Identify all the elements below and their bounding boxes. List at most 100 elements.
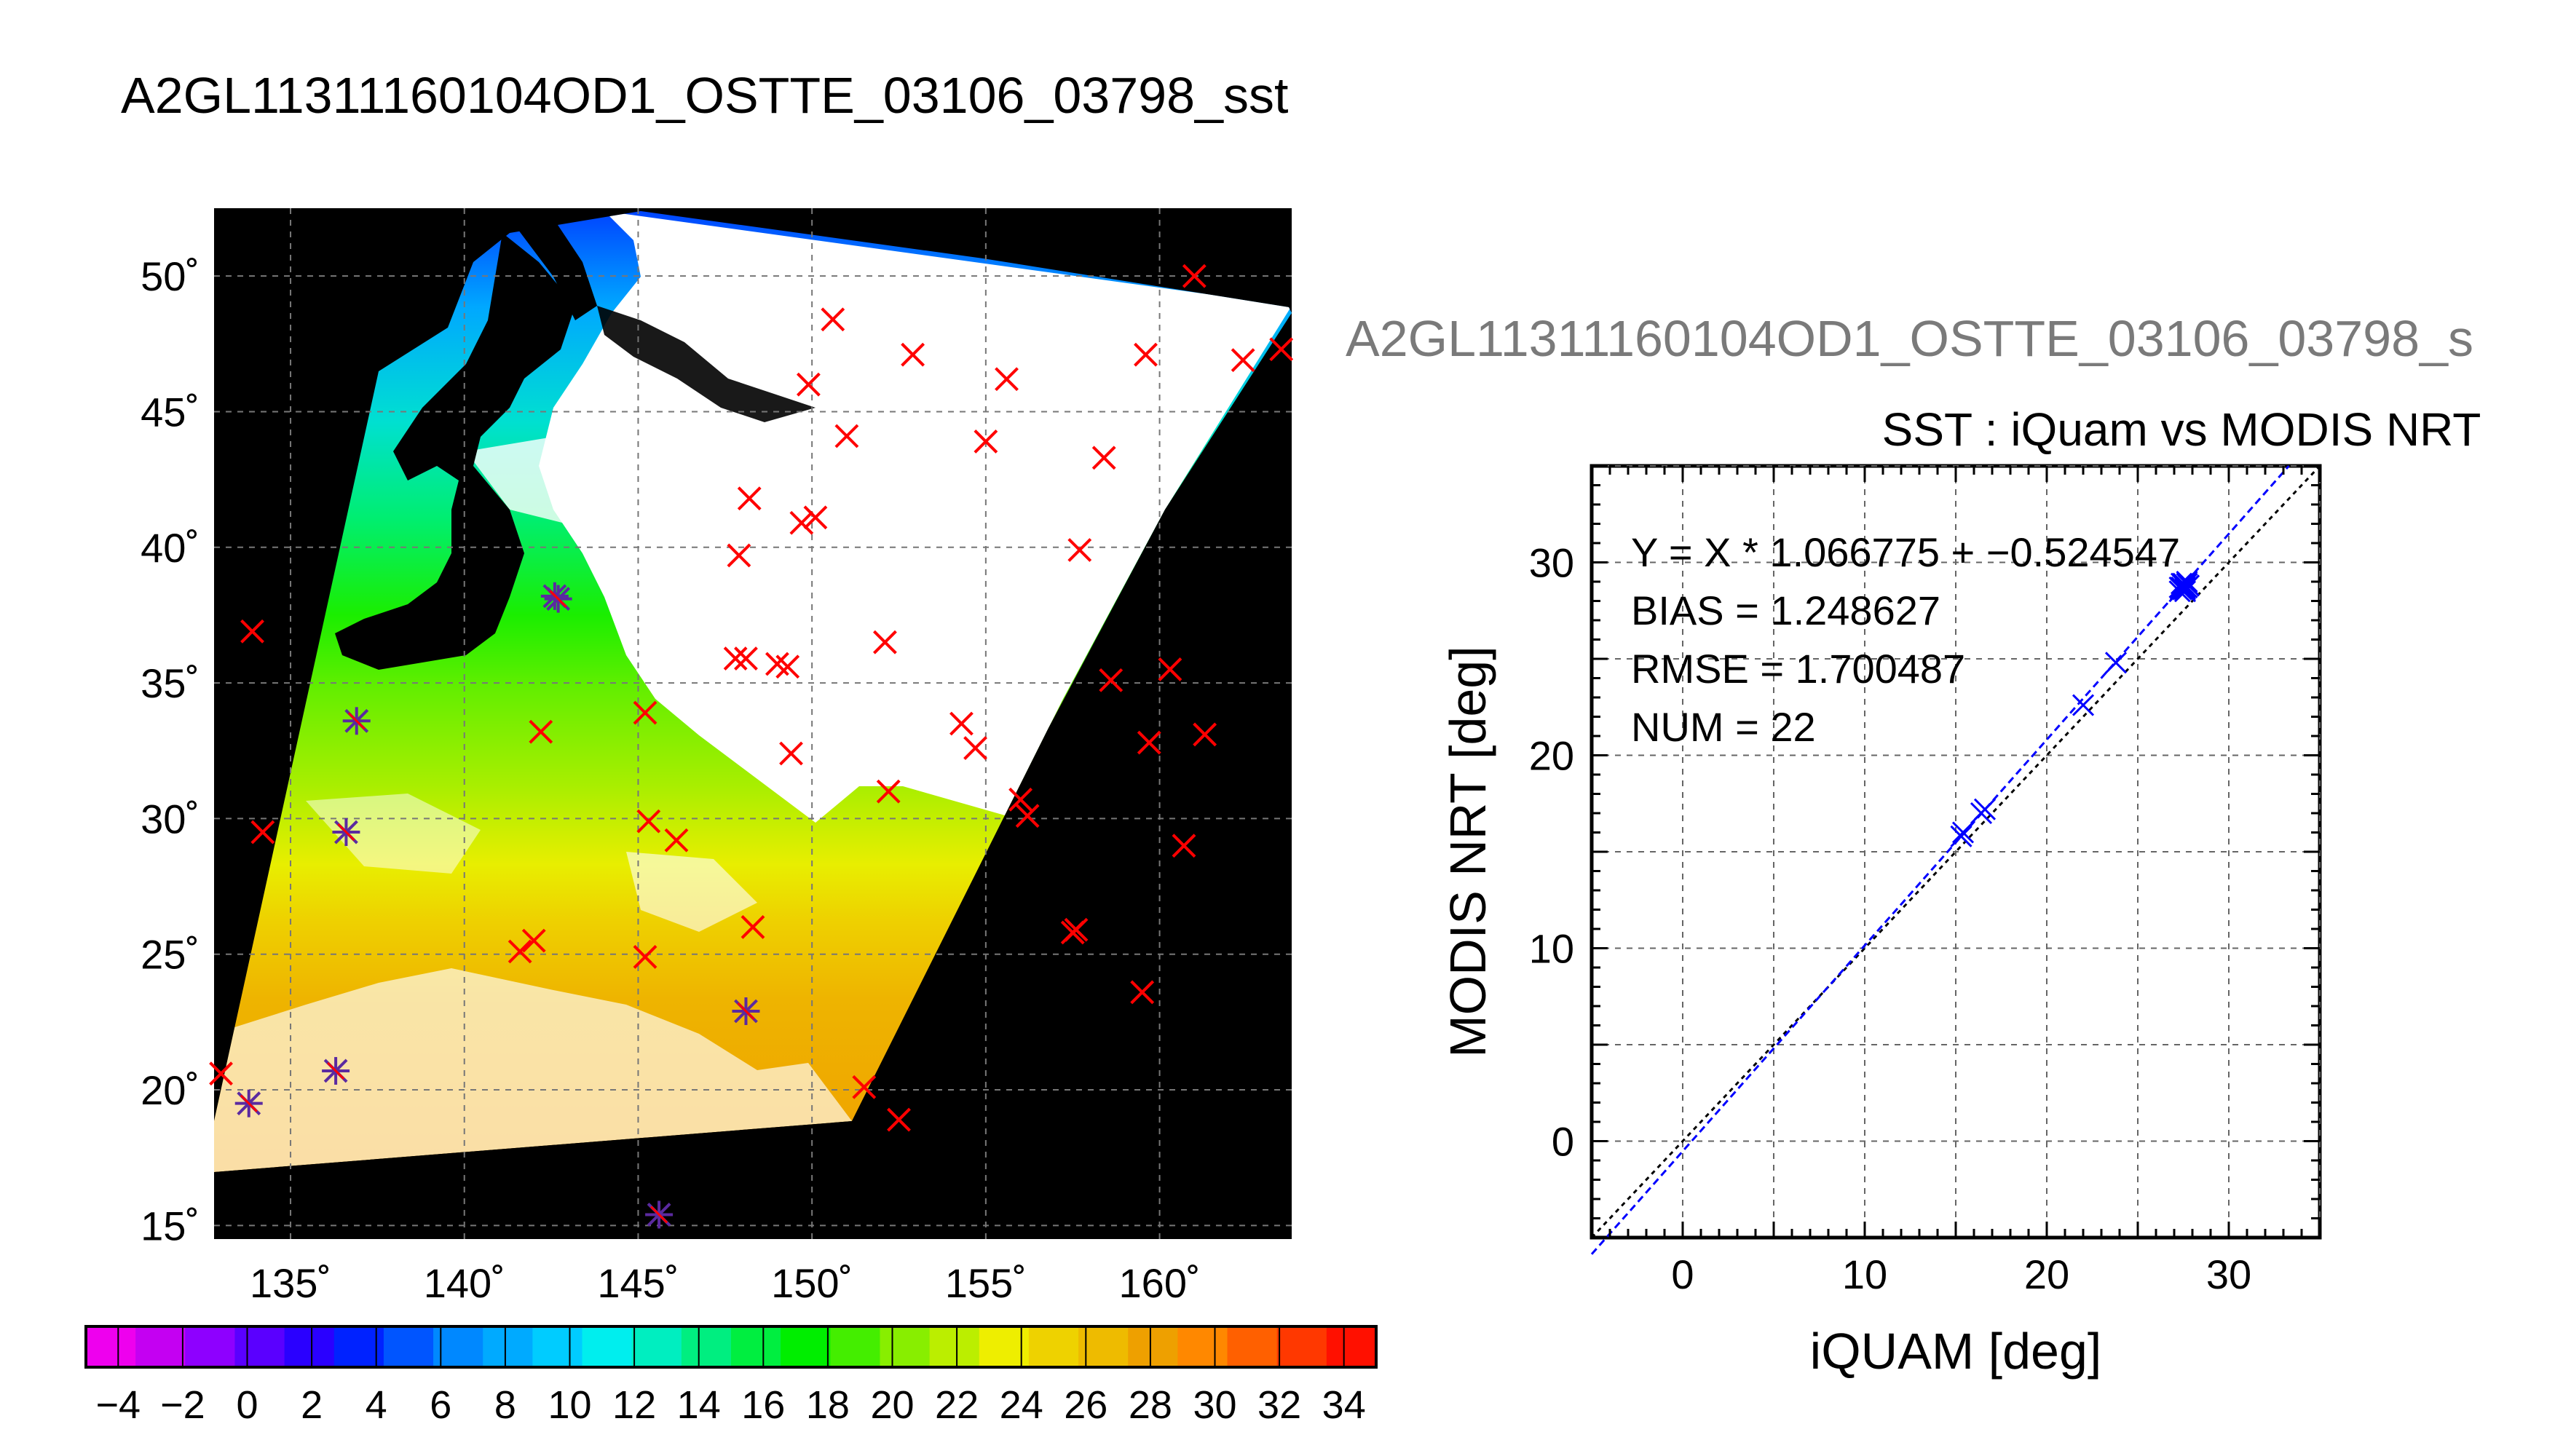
map-match-marker [887, 1107, 911, 1132]
colorbar-swatch [781, 1326, 832, 1367]
cloud-mask [214, 211, 1292, 1172]
colorbar-swatch [731, 1326, 782, 1367]
map-match-marker [1269, 337, 1294, 362]
colorbar-tick-label: 4 [366, 1383, 387, 1427]
colorbar-tick-label: 14 [677, 1383, 721, 1427]
scatter-stats-equation: Y = X * 1.066775 + −0.524547 [1631, 529, 2180, 575]
colorbar-swatch [631, 1326, 682, 1367]
scatter-tick-labels: 0 10 20 30 0 10 20 30 [1529, 464, 2321, 1297]
map-match-marker [1182, 264, 1207, 288]
colorbar-swatch [234, 1326, 285, 1367]
colorbar-swatch [532, 1326, 583, 1367]
map-y-tick-label: 15˚ [141, 1203, 200, 1249]
map-match-marker [995, 367, 1019, 392]
map-match-marker [779, 741, 803, 766]
map-match-marker [1193, 722, 1217, 747]
colorbar-tick-label: 8 [494, 1383, 516, 1427]
map-match-marker [1064, 917, 1089, 942]
colorbar-tick-label: 26 [1064, 1383, 1107, 1427]
scatter-grid [1592, 465, 2321, 1238]
scatter-point [2172, 574, 2195, 597]
map-match-marker [803, 505, 828, 530]
colorbar-tick-label: 34 [1322, 1383, 1366, 1427]
sst-map-panel: 135˚ 140˚ 145˚ 150˚ 155˚ 160˚ 15˚ 20˚ 25˚ 30˚ 35˚ 4… [84, 208, 1378, 1427]
map-match-marker [834, 424, 859, 448]
colorbar-swatch [929, 1326, 980, 1367]
colorbar-swatch [1276, 1326, 1327, 1367]
colorbar-tick-label: 6 [430, 1383, 451, 1427]
colorbar-tick-label: 12 [612, 1383, 656, 1427]
colorbar-swatch [483, 1326, 534, 1367]
map-match-marker [508, 939, 532, 964]
colorbar-tick-label: 2 [301, 1383, 323, 1427]
map-y-tick-label: 35˚ [141, 660, 200, 706]
colorbar-tick-label: 32 [1257, 1383, 1301, 1427]
scatter-stats-num: NUM = 22 [1631, 704, 1816, 750]
colorbar-swatch [681, 1326, 732, 1367]
map-match-marker [974, 430, 998, 454]
map-match-marker [1008, 787, 1033, 812]
colorbar-tick-label: −4 [96, 1383, 141, 1427]
map-match-marker [789, 510, 814, 535]
scatter-x-tick-label: 30 [2206, 1251, 2251, 1297]
scatter-x-tick-label: 20 [2024, 1251, 2069, 1297]
scatter-xlabel: iQUAM [deg] [1810, 1323, 2102, 1380]
scatter-point [2176, 576, 2198, 599]
map-grid [214, 208, 1292, 1239]
map-good-match-marker [732, 997, 760, 1025]
sst-colorbar [84, 1325, 1378, 1369]
map-good-match-marker [645, 1200, 674, 1229]
scatter-y-tick-label: 10 [1529, 926, 1574, 972]
scatter-x-tick-label: 10 [1842, 1251, 1887, 1297]
colorbar-tick-label: 10 [548, 1383, 591, 1427]
colorbar-swatch [582, 1326, 633, 1367]
scatter-y-tick-label: 0 [1552, 1119, 1574, 1165]
colorbar-tick-label: 24 [1000, 1383, 1043, 1427]
map-match-marker [529, 719, 553, 744]
map-y-tick-label: 45˚ [141, 389, 200, 435]
colorbar-tick-label: 30 [1193, 1383, 1236, 1427]
map-good-match-marker [332, 818, 360, 847]
scatter-y-tick-label: 30 [1529, 540, 1574, 586]
colorbar-swatch [1028, 1326, 1080, 1367]
map-match-marker [1158, 657, 1182, 681]
map-good-match-marker [342, 707, 371, 735]
map-match-marker [737, 486, 762, 511]
colorbar-tick-label: 16 [741, 1383, 785, 1427]
scatter-stats-rmse: RMSE = 1.700487 [1631, 646, 1965, 692]
scatter-stats-bias: BIAS = 1.248627 [1631, 587, 1940, 633]
japan-landmass [335, 233, 575, 670]
colorbar-swatch [1078, 1326, 1129, 1367]
map-match-marker [1172, 834, 1196, 858]
map-good-match-marker [234, 1089, 263, 1117]
map-y-tick-label: 20˚ [141, 1067, 200, 1113]
map-match-marker [949, 711, 974, 736]
colorbar-swatch [1177, 1326, 1228, 1367]
colorbar-tick-label: 18 [806, 1383, 850, 1427]
map-match-marker [741, 915, 765, 939]
colorbar-tick-label: 22 [935, 1383, 979, 1427]
map-match-marker [1099, 668, 1124, 692]
scatter-point [2072, 694, 2095, 716]
scatter-point [2170, 578, 2193, 601]
scatter-point [1951, 821, 1975, 844]
colorbar-swatch [284, 1326, 335, 1367]
map-match-marker [1015, 804, 1040, 828]
scatter-point [2104, 652, 2128, 674]
map-match-marker [521, 928, 546, 953]
map-y-tick-label: 50˚ [141, 253, 200, 299]
map-match-marker [1091, 446, 1116, 470]
map-x-tick-label: 145˚ [597, 1260, 679, 1306]
colorbar-tick-label: 0 [236, 1383, 258, 1427]
map-x-tick-label: 140˚ [424, 1260, 505, 1306]
colorbar-tick-label: 20 [870, 1383, 914, 1427]
map-match-marker [873, 630, 897, 654]
map-match-marker [240, 619, 264, 644]
map-x-tick-label: 160˚ [1119, 1260, 1201, 1306]
map-match-marker [633, 945, 657, 969]
map-match-marker [1130, 980, 1155, 1005]
colorbar-swatch [1128, 1326, 1179, 1367]
colorbar-swatch [880, 1326, 931, 1367]
map-match-marker [901, 342, 925, 367]
map-y-tick-label: 40˚ [141, 525, 200, 571]
